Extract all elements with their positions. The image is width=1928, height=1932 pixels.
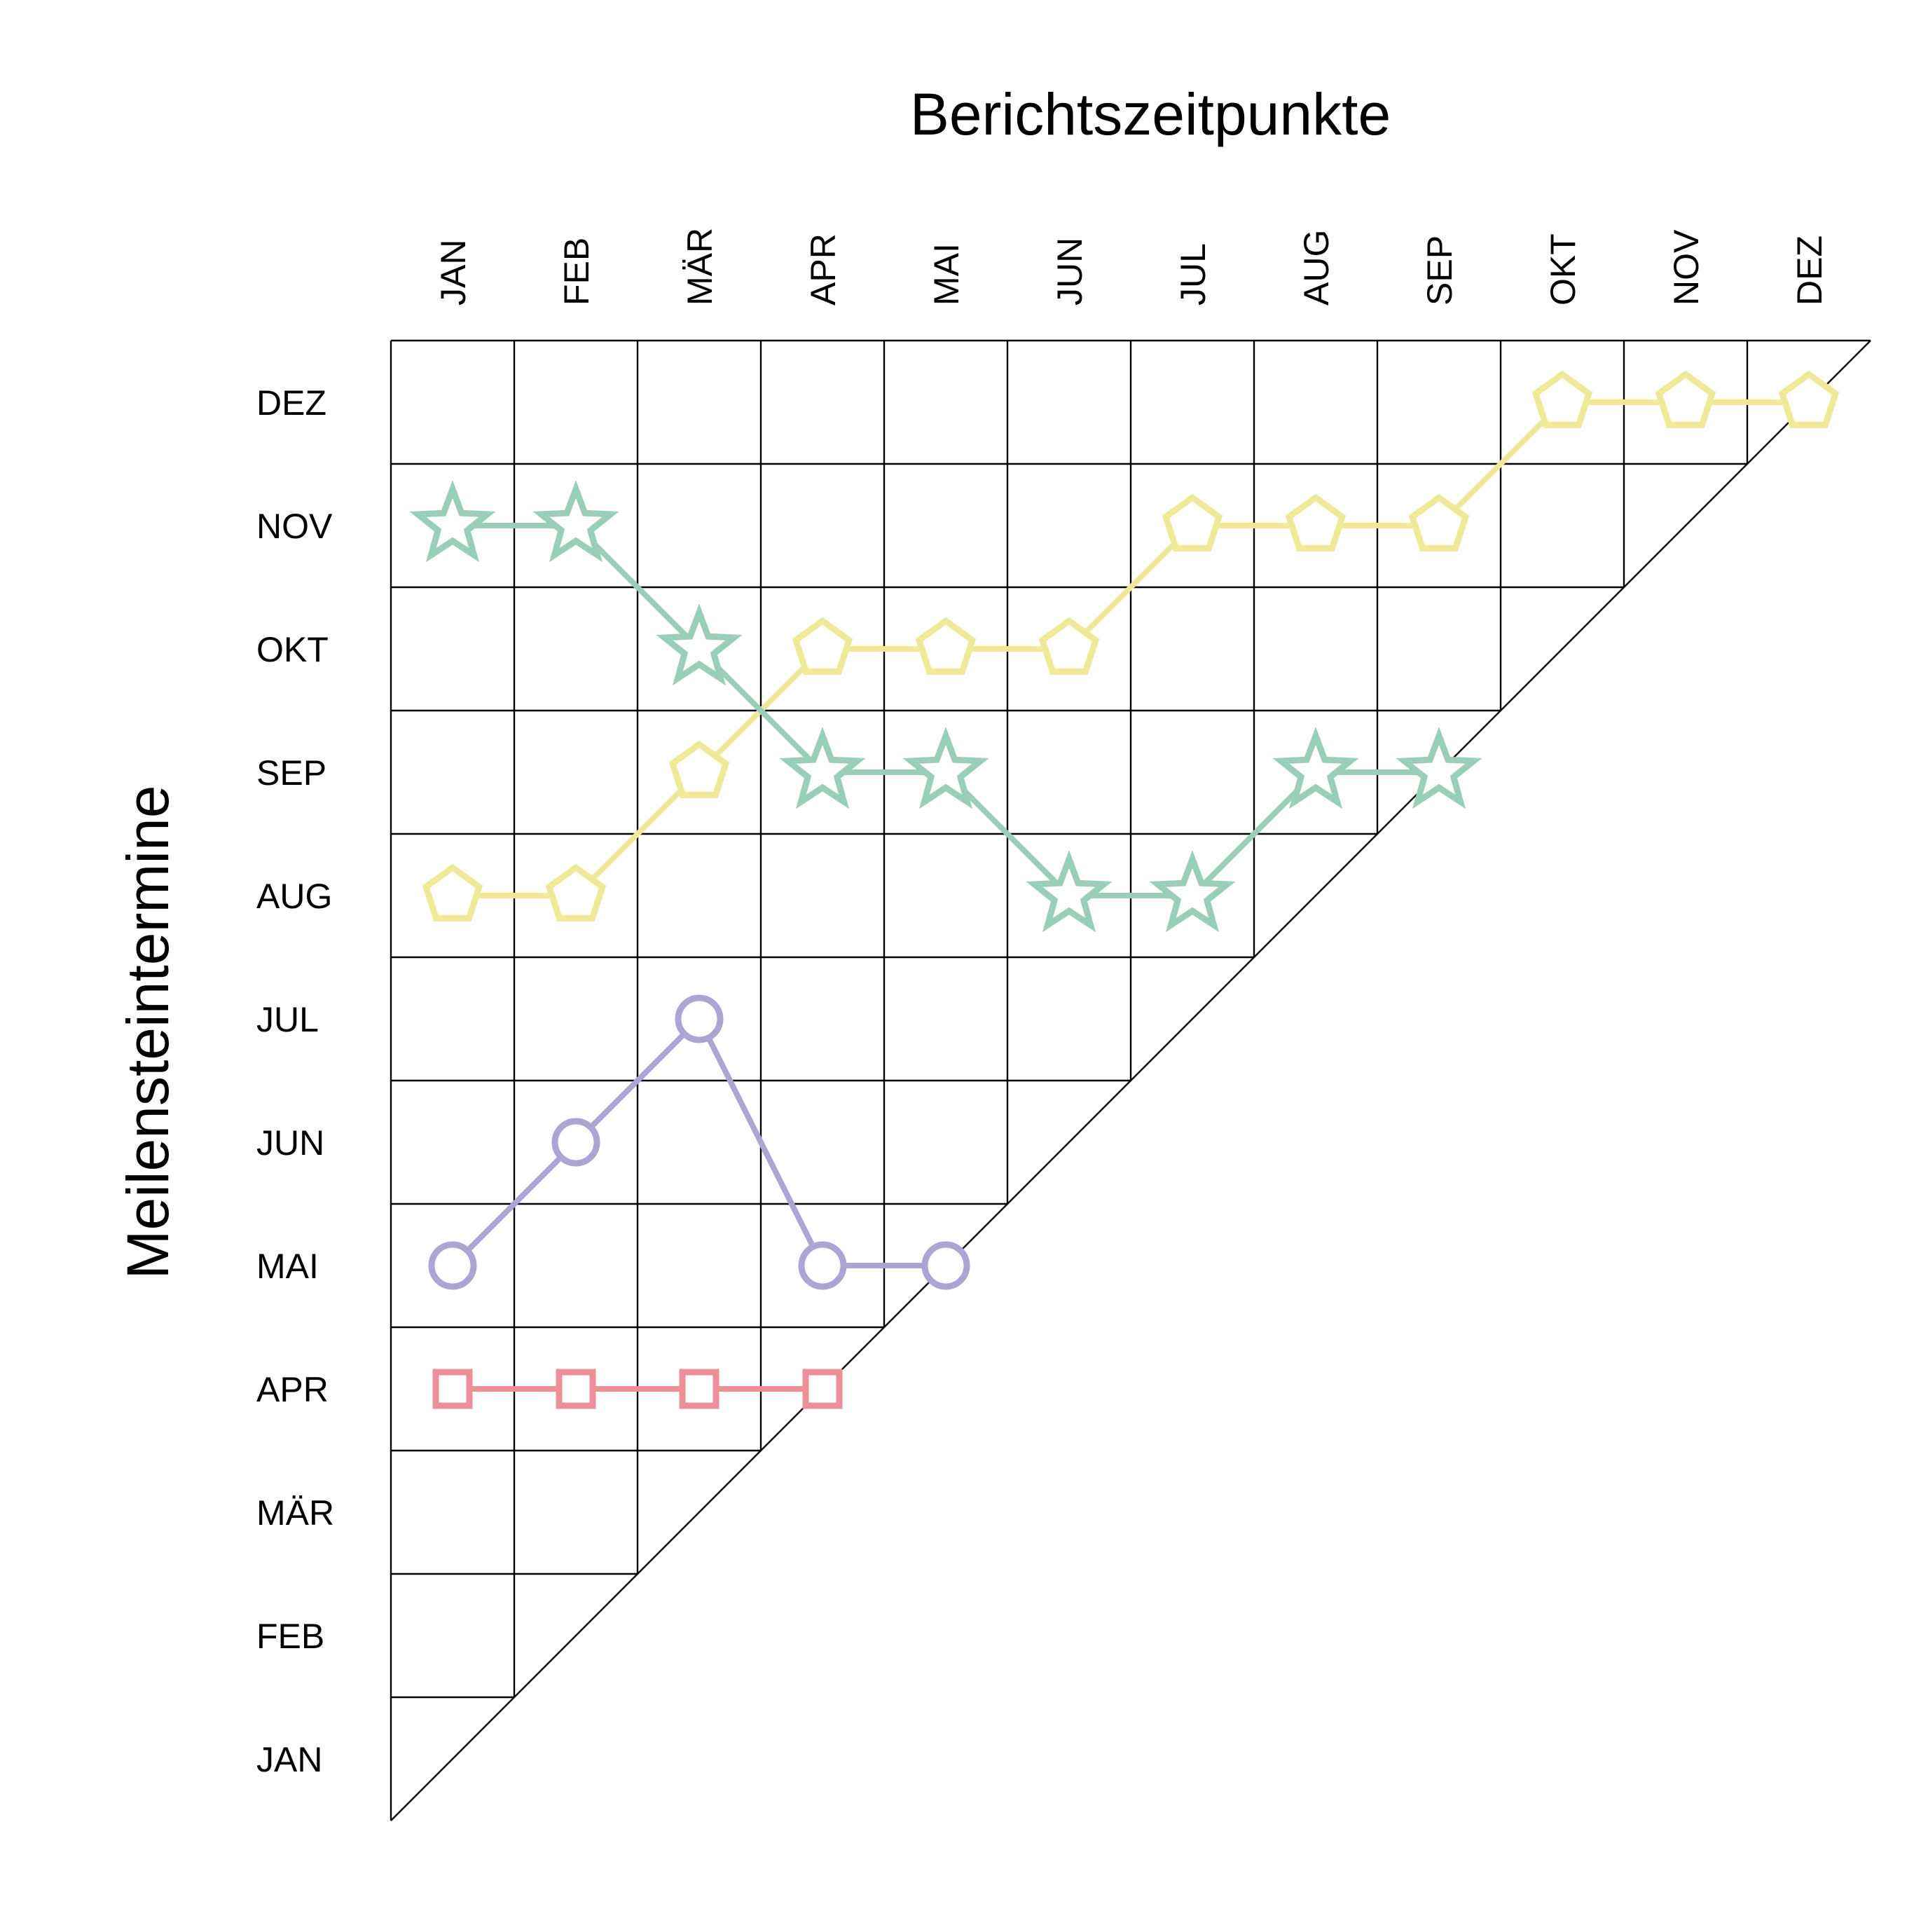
- x-tick-label: APR: [804, 233, 843, 306]
- pentagon-marker: [668, 740, 730, 798]
- y-tick-label: MAI: [256, 1247, 319, 1286]
- x-tick-label: FEB: [557, 238, 596, 306]
- pentagon-marker: [1531, 370, 1593, 428]
- y-tick-label: NOV: [256, 507, 333, 546]
- star-marker: [409, 480, 496, 563]
- star-marker: [779, 727, 866, 809]
- y-axis-title: Meilensteintermine: [115, 786, 181, 1280]
- pentagon-marker: [1162, 493, 1223, 551]
- pentagon-marker: [1285, 493, 1347, 551]
- pentagon-series-segment: [573, 769, 702, 898]
- series-markers: [409, 370, 1840, 1409]
- circle-series-segment: [450, 1139, 579, 1268]
- x-tick-label: AUG: [1297, 230, 1336, 306]
- pentagon-marker: [792, 617, 853, 675]
- square-marker: [556, 1369, 596, 1409]
- star-marker: [1026, 850, 1113, 933]
- x-tick-label: MAI: [927, 243, 966, 306]
- x-tick-label: OKT: [1543, 233, 1583, 306]
- circle-marker: [551, 1118, 600, 1167]
- circle-marker: [921, 1241, 970, 1290]
- pentagon-series-segment: [1066, 523, 1195, 652]
- circle-series-segment: [573, 1016, 702, 1145]
- y-tick-label: JUL: [256, 1000, 319, 1039]
- star-marker: [902, 727, 989, 809]
- y-tick-label: SEP: [256, 753, 326, 793]
- x-axis-title: Berichtszeitpunkte: [910, 81, 1391, 147]
- pentagon-marker: [422, 863, 483, 922]
- x-tick-label: NOV: [1667, 229, 1706, 306]
- y-tick-label: DEZ: [256, 383, 326, 423]
- x-tick-label: JUL: [1173, 243, 1213, 306]
- square-marker: [802, 1369, 843, 1409]
- star-marker: [1272, 727, 1359, 809]
- y-tick-label: FEB: [256, 1617, 324, 1656]
- y-tick-label: AUG: [256, 877, 332, 916]
- pentagon-marker: [1038, 617, 1100, 675]
- star-marker: [656, 603, 743, 686]
- circle-marker: [675, 994, 724, 1043]
- square-marker: [679, 1369, 719, 1409]
- y-tick-label: JAN: [256, 1740, 322, 1779]
- star-marker: [1149, 850, 1236, 933]
- square-marker: [432, 1369, 473, 1409]
- axis-labels: JAN FEB MÄR APR MAI JUN JUL AUG SEP OKT NOV DEZ JAN F…: [256, 228, 1829, 1779]
- grid: [390, 339, 1871, 1821]
- circle-marker: [428, 1241, 477, 1290]
- star-marker: [532, 480, 619, 563]
- x-tick-label: JAN: [434, 240, 473, 306]
- circle-marker: [798, 1241, 847, 1290]
- pentagon-marker: [1408, 493, 1470, 551]
- pentagon-marker: [1778, 370, 1840, 428]
- star-marker: [1396, 727, 1482, 809]
- y-tick-label: OKT: [256, 630, 329, 669]
- y-tick-label: JUN: [256, 1123, 324, 1163]
- y-tick-label: MÄR: [256, 1493, 334, 1533]
- pentagon-marker: [915, 617, 977, 675]
- pentagon-series-segment: [1436, 399, 1565, 528]
- x-tick-label: MÄR: [680, 228, 719, 306]
- pentagon-marker: [1655, 370, 1716, 428]
- x-tick-label: JUN: [1050, 238, 1089, 306]
- pentagon-marker: [545, 863, 607, 922]
- x-tick-label: DEZ: [1790, 235, 1829, 306]
- y-tick-label: APR: [256, 1370, 329, 1409]
- circle-series-segment: [696, 1016, 825, 1268]
- x-tick-label: SEP: [1420, 235, 1459, 306]
